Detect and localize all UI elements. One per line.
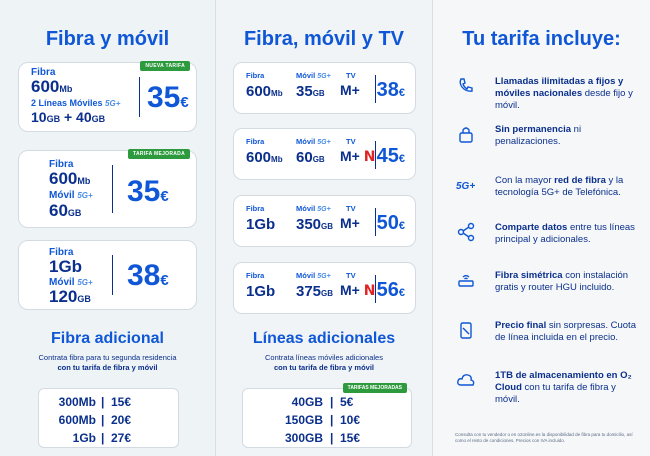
- fibra-speed: 600Mb: [31, 77, 73, 96]
- includes-panel: Tu tarifa incluye: Llamadas ilimitadas a…: [433, 0, 650, 456]
- feature-text: Sin permanencia ni penalizaciones.: [495, 124, 582, 147]
- fibra-label: Fibra: [246, 204, 265, 213]
- improved-tariff-badge: TARIFA MEJORADA: [128, 149, 190, 159]
- movil-label: Móvil 5G+: [296, 204, 331, 213]
- feature-text: Precio final sin sorpresas. Cuota de lín…: [495, 320, 636, 343]
- netflix-logo: N: [363, 149, 376, 165]
- feature-text: Comparte datos entre tus líneas principa…: [495, 222, 635, 245]
- movistar-plus-logo: M+: [340, 215, 360, 231]
- divider: [375, 208, 376, 236]
- mobile-data: 60GB: [296, 149, 325, 166]
- fibra-label: Fibra: [31, 67, 56, 78]
- fibra-speed: 1Gb: [49, 257, 83, 276]
- cloud-icon: [455, 370, 477, 392]
- plan-card[interactable]: Fibra 1Gb Móvil 5G+ 120GB 38€: [18, 240, 197, 310]
- tv-plan-card[interactable]: Fibra Móvil 5G+ TV 1Gb 375GB M+ N 56€: [233, 262, 416, 314]
- fibra-label: Fibra: [246, 71, 265, 80]
- fibra-movil-tv-panel: Fibra, móvil y TV Fibra Móvil 5G+ TV 600Mb 3…: [215, 0, 433, 456]
- extra-fiber-table: 300Mb | 15€ 600Mb | 20€ 1Gb | 27€: [38, 388, 179, 448]
- movil-label: Móvil 5G+: [296, 271, 331, 280]
- plan-price: 38€: [127, 259, 169, 292]
- movil-label: Móvil 5G+: [49, 277, 93, 288]
- plan-card[interactable]: TARIFA MEJORADA Fibra 600Mb Móvil 5G+ 60…: [18, 149, 197, 228]
- tv-plan-card[interactable]: Fibra Móvil 5G+ TV 600Mb 35GB M+ 38€: [233, 62, 416, 114]
- extra-lines-desc: Contrata líneas móviles adicionales con t…: [265, 353, 383, 372]
- fibra-speed: 1Gb: [246, 283, 276, 300]
- panel-title: Fibra y móvil: [45, 28, 170, 50]
- movil-label: Móvil 5G+: [49, 190, 93, 201]
- fibra-speed: 1Gb: [246, 216, 276, 233]
- lock-icon: [455, 124, 477, 146]
- extra-fiber-desc: Contrata fibra para tu segunda residenci…: [38, 353, 177, 372]
- panel-title: Tu tarifa incluye:: [462, 28, 621, 50]
- plan-price: 38€: [376, 79, 405, 101]
- plan-price: 45€: [376, 145, 405, 167]
- fibra-label: Fibra: [246, 271, 265, 280]
- price-tag-icon: [455, 320, 477, 342]
- fibra-speed: 600Mb: [246, 83, 283, 100]
- tv-label: TV: [346, 204, 356, 213]
- router-icon: [455, 270, 477, 292]
- movil-label: Móvil 5G+: [296, 137, 331, 146]
- plan-price: 35€: [147, 81, 189, 114]
- mobile-data: 10GB + 40GB: [31, 109, 106, 125]
- movistar-plus-logo: M+ N: [340, 282, 376, 299]
- divider: [375, 75, 376, 103]
- fibra-speed: 600Mb: [246, 149, 283, 166]
- lines-label: 2 Líneas Móviles 5G+: [31, 98, 121, 108]
- plan-card[interactable]: NUEVA TARIFA Fibra 600Mb 2 Líneas Móvile…: [18, 61, 197, 132]
- mobile-data: 120GB: [49, 287, 91, 306]
- 5g-icon: 5G+: [455, 175, 477, 197]
- feature-text: Fibra simétrica con instalación gratis y…: [495, 270, 629, 293]
- movistar-plus-logo: M+ N: [340, 148, 376, 165]
- divider: [112, 255, 113, 295]
- fibra-speed: 600Mb: [49, 169, 91, 188]
- feature-text: Llamadas ilimitadas a fijos y móviles na…: [495, 76, 633, 111]
- new-tariff-badge: NUEVA TARIFA: [140, 61, 190, 71]
- plan-price: 56€: [376, 279, 405, 301]
- divider: [375, 275, 376, 303]
- mobile-data: 375GB: [296, 283, 334, 300]
- divider: [139, 77, 140, 117]
- tv-label: TV: [346, 71, 356, 80]
- tv-label: TV: [346, 137, 356, 146]
- movil-label: Móvil 5G+: [296, 71, 331, 80]
- feature-text: Con la mayor red de fibra y la tecnologí…: [495, 175, 624, 198]
- movistar-plus-logo: M+: [340, 82, 360, 98]
- tv-plan-card[interactable]: Fibra Móvil 5G+ TV 1Gb 350GB M+ 50€: [233, 195, 416, 247]
- mobile-data: 60GB: [49, 201, 82, 220]
- improved-tariffs-badge: TARIFAS MEJORADAS: [342, 383, 407, 393]
- extra-lines-title: Líneas adicionales: [252, 330, 396, 347]
- fibra-label: Fibra: [49, 247, 74, 258]
- netflix-logo: N: [363, 283, 376, 299]
- divider: [375, 141, 376, 169]
- fibra-label: Fibra: [246, 137, 265, 146]
- fibra-label: Fibra: [49, 159, 74, 170]
- fine-print: Consulta con tu vendedor o en o2online.e…: [455, 432, 633, 443]
- plan-price: 50€: [376, 212, 405, 234]
- share-icon: [455, 222, 477, 244]
- phone-call-icon: [455, 76, 477, 98]
- fibra-movil-panel: Fibra y móvil NUEVA TARIFA Fibra 600Mb 2…: [0, 0, 215, 456]
- mobile-data: 350GB: [296, 216, 334, 233]
- feature-text: 1TB de almacenamiento en O₂ Cloud con tu…: [495, 370, 632, 405]
- divider: [112, 165, 113, 213]
- svg-text:5G+: 5G+: [456, 181, 475, 192]
- extra-fiber-title: Fibra adicional: [51, 330, 164, 347]
- panel-title: Fibra, móvil y TV: [243, 28, 405, 50]
- mobile-data: 35GB: [296, 83, 325, 100]
- plan-price: 35€: [127, 175, 169, 208]
- tv-plan-card[interactable]: Fibra Móvil 5G+ TV 600Mb 60GB M+ N 45€: [233, 128, 416, 180]
- tv-label: TV: [346, 271, 356, 280]
- extra-lines-table: TARIFAS MEJORADAS 40GB | 5€ 150GB | 10€ 300G…: [242, 383, 412, 448]
